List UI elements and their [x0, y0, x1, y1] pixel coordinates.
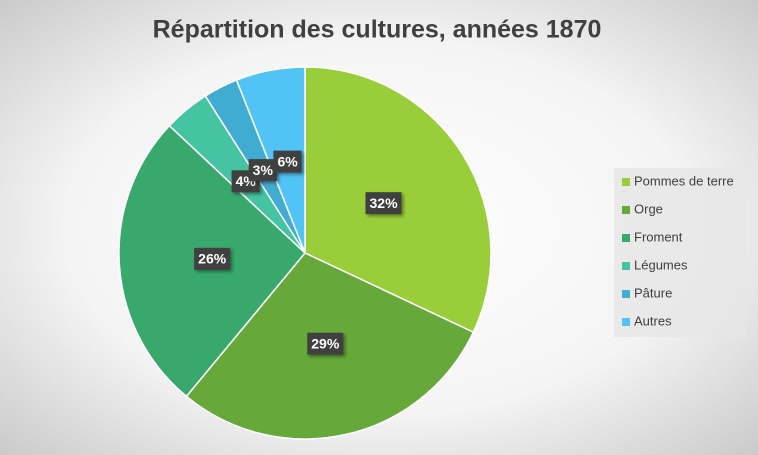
- legend-label: Orge: [634, 201, 663, 216]
- legend-swatch: [622, 262, 630, 270]
- chart-title: Répartition des cultures, années 1870: [153, 16, 602, 44]
- legend-swatch: [622, 234, 630, 242]
- data-label-text: 32%: [370, 195, 399, 211]
- data-label: 32%: [365, 192, 402, 215]
- legend-label: Autres: [634, 313, 672, 328]
- legend-swatch: [622, 318, 630, 326]
- legend-swatch: [622, 178, 630, 186]
- data-label: 3%: [248, 159, 277, 182]
- legend-box: [614, 168, 746, 337]
- data-label: 26%: [194, 247, 231, 270]
- data-label-box: [248, 159, 277, 182]
- data-label-box: [194, 247, 231, 270]
- legend-label: Pommes de terre: [634, 173, 734, 188]
- legend-label: Froment: [634, 229, 683, 244]
- data-label-text: 3%: [253, 162, 274, 178]
- data-label-box: [273, 150, 302, 173]
- data-label-box: [307, 332, 344, 355]
- legend-label: Légumes: [634, 257, 688, 272]
- legend-label: Pâture: [634, 285, 672, 300]
- data-label-text: 29%: [311, 335, 340, 351]
- data-label-text: 26%: [198, 251, 227, 267]
- legend-swatch: [622, 290, 630, 298]
- data-label-text: 6%: [277, 153, 298, 169]
- data-label-box: [365, 192, 402, 215]
- legend-swatch: [622, 206, 630, 214]
- data-label: 6%: [273, 150, 302, 173]
- data-label: 29%: [307, 332, 344, 355]
